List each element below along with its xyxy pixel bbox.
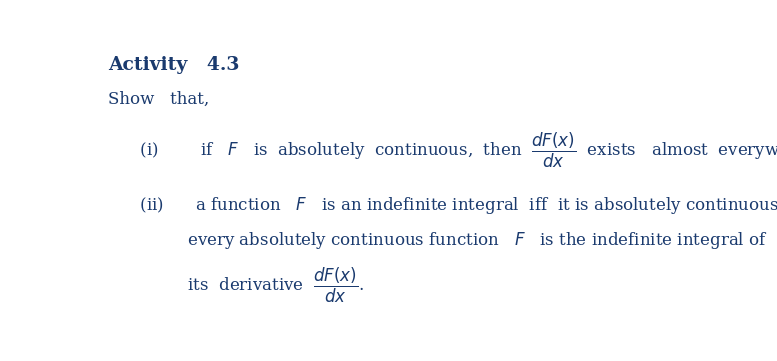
Text: Activity   4.3: Activity 4.3 [108,56,239,74]
Text: (i)        if   $F$   is  absolutely  continuous,  then  $\dfrac{dF(x)}{dx}$  ex: (i) if $F$ is absolutely continuous, the… [108,131,777,170]
Text: its  derivative  $\dfrac{dF(x)}{dx}$.: its derivative $\dfrac{dF(x)}{dx}$. [108,266,364,305]
Text: Show   that,: Show that, [108,90,209,108]
Text: (ii)      a function   $F$   is an indefinite integral  iff  it is absolutely co: (ii) a function $F$ is an indefinite int… [108,195,777,217]
Text: every absolutely continuous function   $F$   is the indefinite integral of: every absolutely continuous function $F$… [108,230,768,251]
